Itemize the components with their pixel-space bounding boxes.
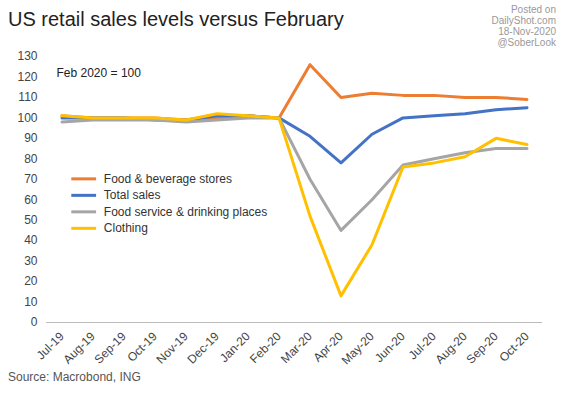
svg-text:Food service & drinking places: Food service & drinking places xyxy=(104,205,267,219)
svg-text:100: 100 xyxy=(17,111,37,125)
svg-text:80: 80 xyxy=(24,152,38,166)
svg-text:90: 90 xyxy=(24,131,38,145)
svg-text:Jun-20: Jun-20 xyxy=(372,329,408,365)
svg-text:Jul-20: Jul-20 xyxy=(405,329,439,363)
html-text:18-Nov-2020: 18-Nov-2020 xyxy=(498,26,556,37)
svg-text:Jan-20: Jan-20 xyxy=(217,329,253,365)
svg-text:40: 40 xyxy=(24,233,38,247)
svg-text:Aug-19: Aug-19 xyxy=(61,329,98,366)
svg-text:10: 10 xyxy=(24,295,38,309)
svg-text:Aug-20: Aug-20 xyxy=(433,329,470,366)
svg-text:50: 50 xyxy=(24,213,38,227)
svg-text:Apr-20: Apr-20 xyxy=(310,329,346,365)
svg-text:Clothing: Clothing xyxy=(104,221,148,235)
svg-text:Oct-20: Oct-20 xyxy=(496,329,532,365)
svg-text:110: 110 xyxy=(18,90,37,104)
svg-text:Mar-20: Mar-20 xyxy=(278,329,315,366)
svg-text:0: 0 xyxy=(31,315,38,329)
html-text:Source: Macrobond, ING: Source: Macrobond, ING xyxy=(8,370,141,384)
svg-text:120: 120 xyxy=(17,70,37,84)
svg-text:Dec-19: Dec-19 xyxy=(185,329,222,366)
svg-text:70: 70 xyxy=(24,172,38,186)
svg-text:Nov-19: Nov-19 xyxy=(154,329,191,366)
html-text:DailyShot.com: DailyShot.com xyxy=(491,15,556,26)
svg-text:Feb-20: Feb-20 xyxy=(247,329,284,366)
svg-text:Oct-19: Oct-19 xyxy=(124,329,160,365)
svg-text:May-20: May-20 xyxy=(339,329,377,367)
svg-text:20: 20 xyxy=(24,274,38,288)
svg-text:Total sales: Total sales xyxy=(104,188,161,202)
html-text:Posted on: Posted on xyxy=(511,4,556,15)
svg-text:Jul-19: Jul-19 xyxy=(33,329,67,363)
svg-text:Food & beverage stores: Food & beverage stores xyxy=(104,172,232,186)
svg-text:60: 60 xyxy=(24,193,38,207)
svg-text:Sep-20: Sep-20 xyxy=(464,329,501,366)
html-text:US retail sales levels versus: US retail sales levels versus February xyxy=(8,8,344,30)
svg-text:Sep-19: Sep-19 xyxy=(92,329,129,366)
html-text:@SoberLook: @SoberLook xyxy=(497,37,556,48)
svg-text:Feb 2020 = 100: Feb 2020 = 100 xyxy=(57,66,142,80)
svg-text:130: 130 xyxy=(17,50,37,63)
svg-text:30: 30 xyxy=(24,254,38,268)
